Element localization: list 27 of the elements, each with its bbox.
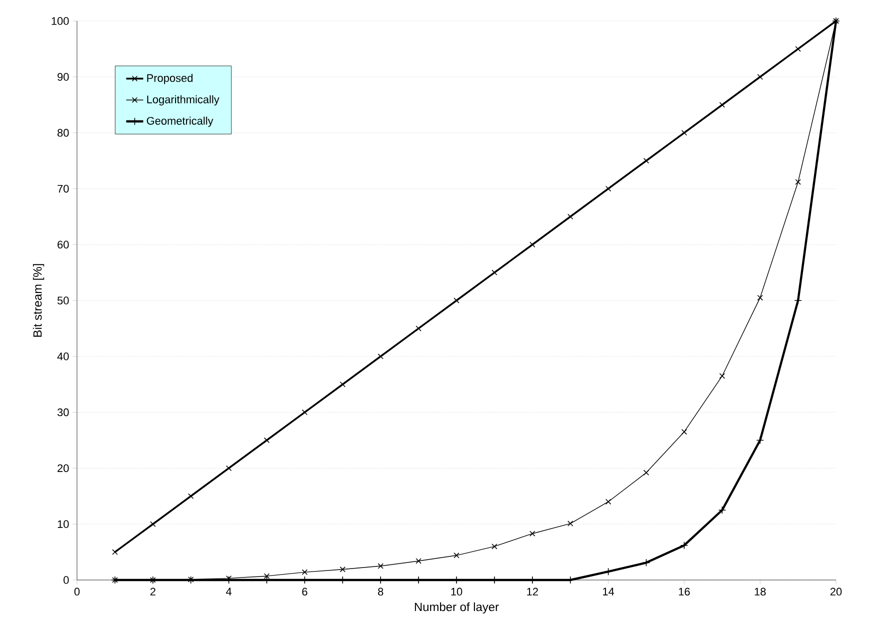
y-tick-label: 90 [58,73,69,81]
legend-label: Geometrically [146,116,214,127]
x-tick-label: 20 [830,588,842,596]
y-tick-label: 50 [57,296,69,304]
y-tick-label: 40 [57,352,69,360]
x-tick-label: 12 [527,588,538,596]
y-tick-label: 20 [58,464,69,472]
y-axis-title: Bit stream [%] [32,264,44,337]
y-tick-label: 70 [58,184,69,193]
x-tick-label: 16 [678,588,690,596]
x-tick-label: 4 [226,588,232,596]
y-tick-label: 30 [57,408,69,416]
y-tick-label: 0 [64,576,69,584]
x-tick-label: 2 [150,588,156,596]
x-tick-label: 14 [603,588,614,596]
x-tick-label: 0 [74,588,80,596]
y-tick-label: 80 [58,128,69,137]
legend-label: Logarithmically [147,95,220,106]
legend-label: Proposed [147,74,193,84]
y-tick-label: 100 [52,17,69,25]
x-tick-label: 10 [451,588,462,596]
x-axis-title: Number of layer [414,602,499,614]
x-tick-label: 8 [378,588,384,596]
x-tick-label: 6 [302,588,308,596]
y-tick-label: 60 [58,240,69,248]
x-tick-label: 18 [754,588,766,596]
y-tick-label: 10 [58,520,69,528]
